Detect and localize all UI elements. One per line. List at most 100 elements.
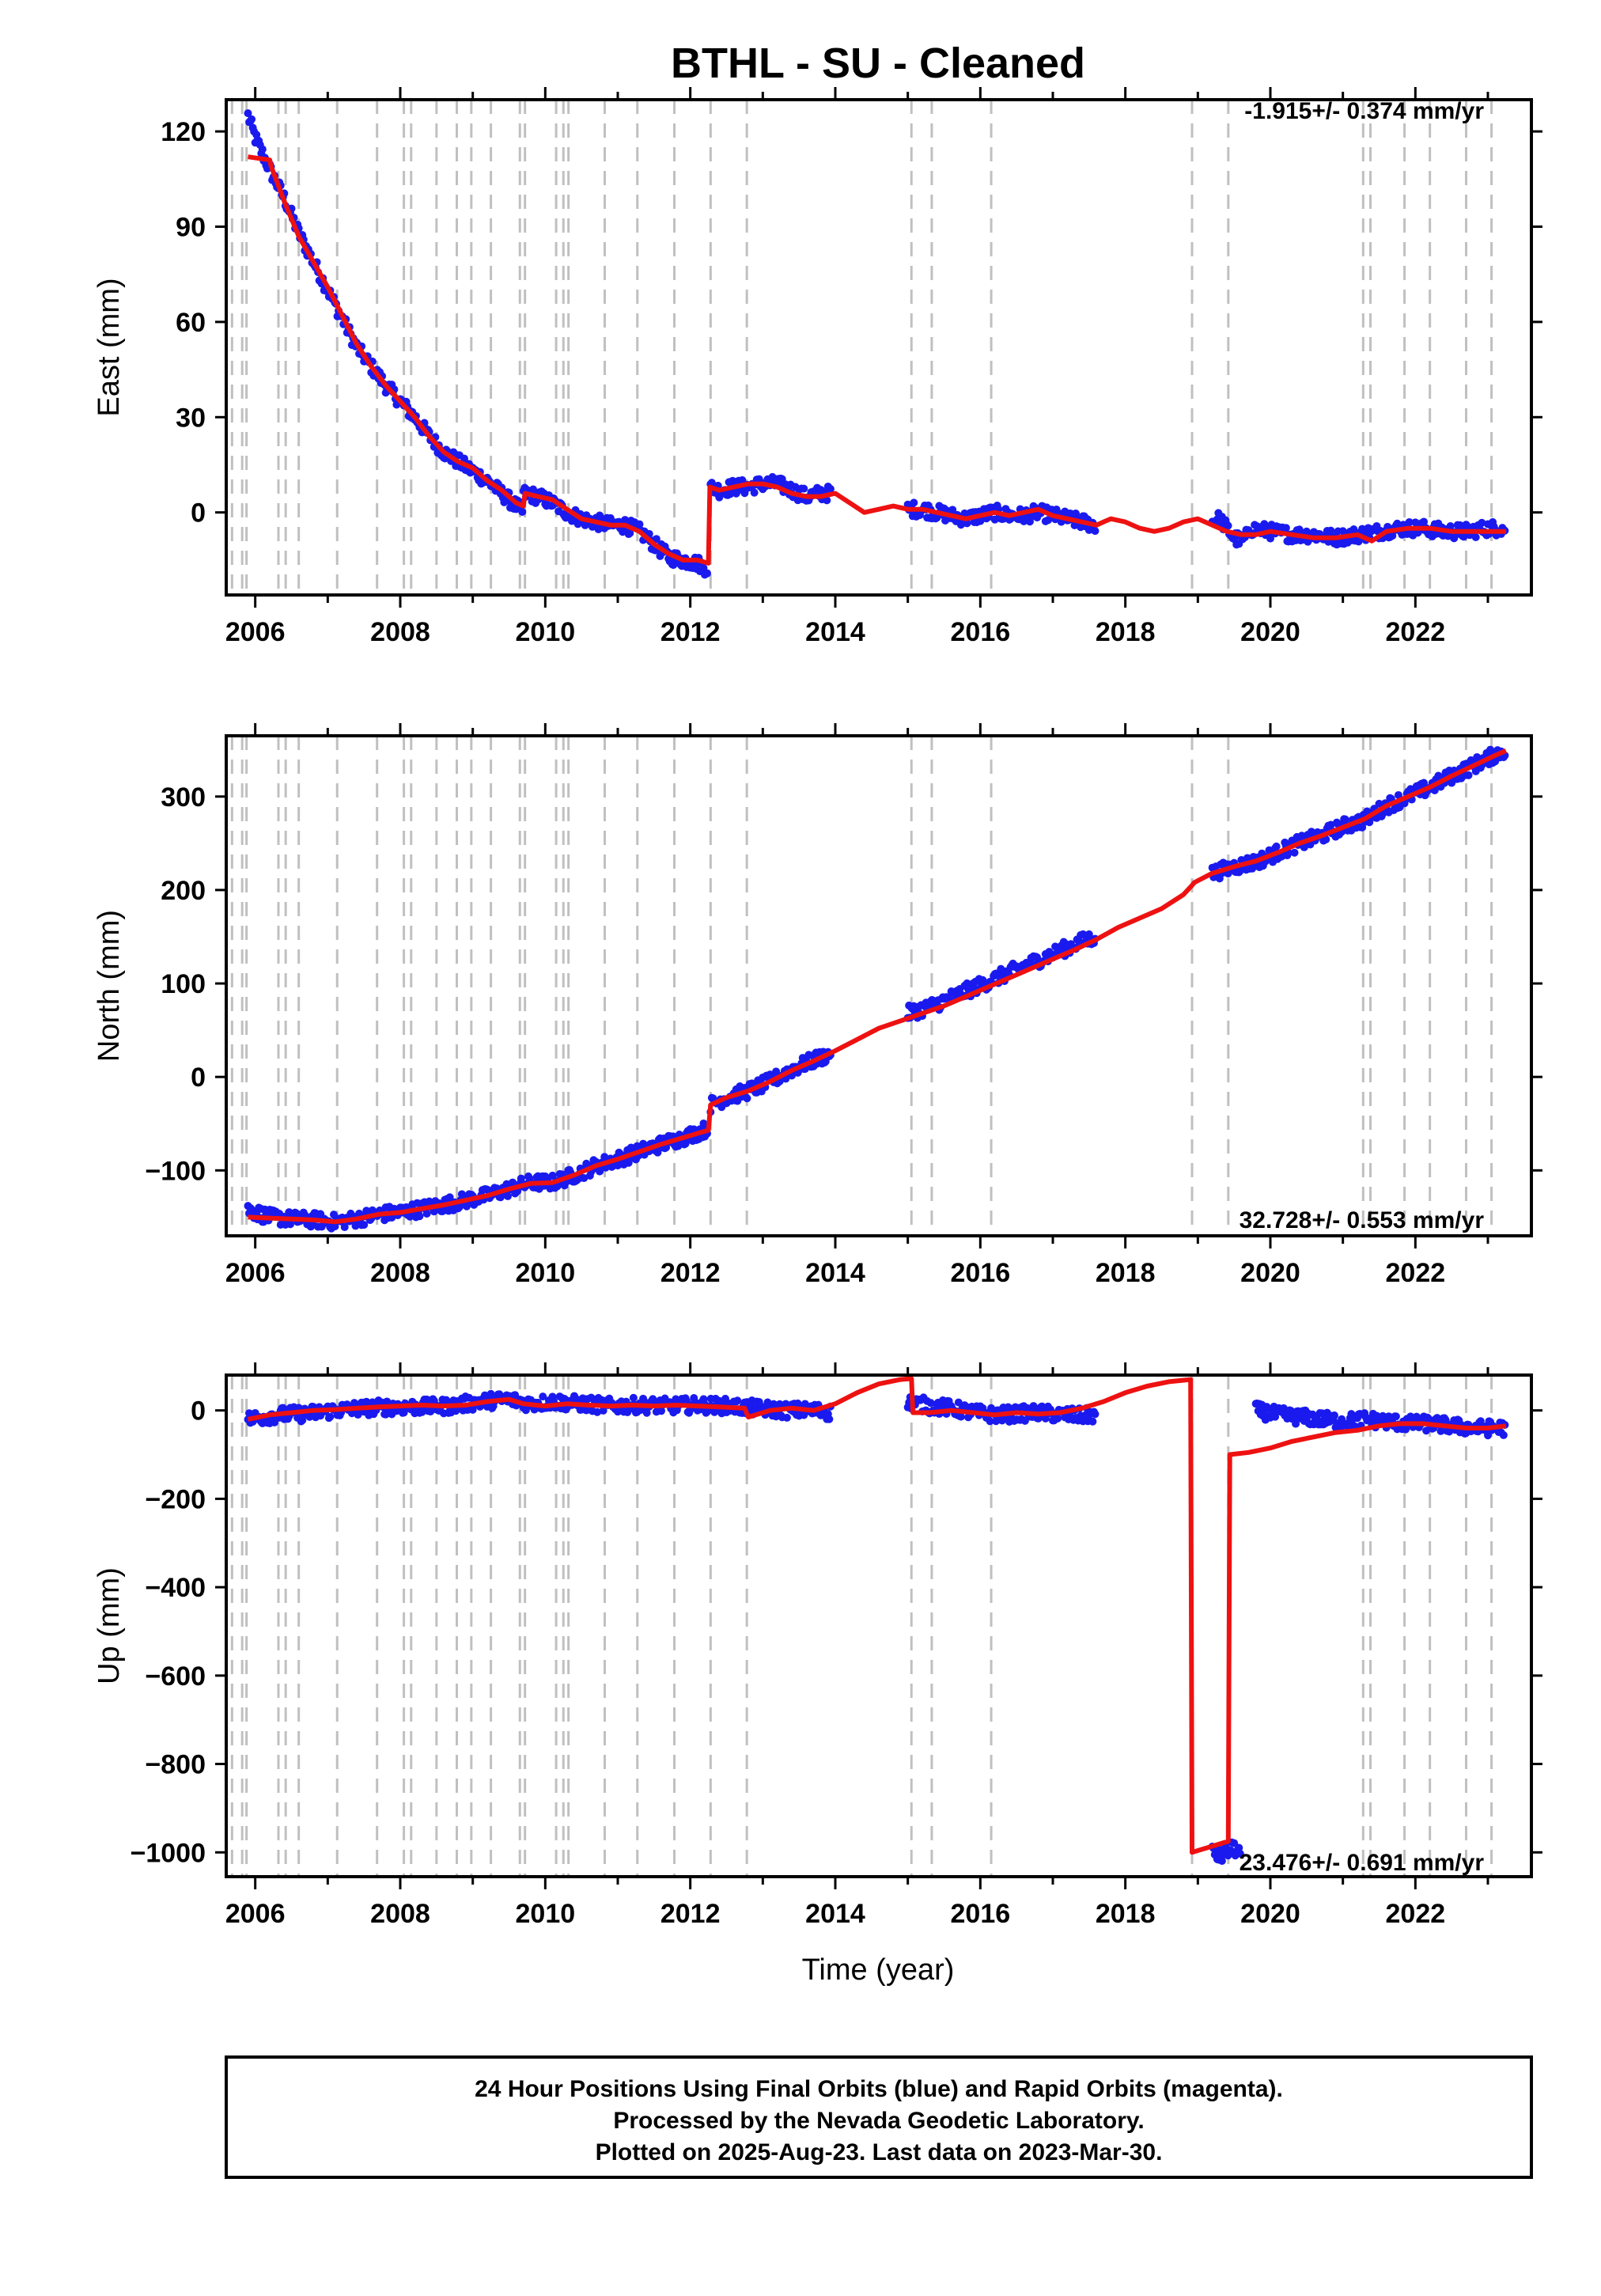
data-point (986, 1417, 994, 1426)
data-point (1224, 521, 1232, 530)
y-axis-label: East (mm) (93, 278, 126, 416)
x-axis-label: Time (year) (802, 1953, 955, 1987)
x-tick-label: 2020 (1240, 617, 1300, 647)
data-point (642, 1408, 651, 1417)
data-point (286, 1220, 294, 1229)
data-point (823, 496, 831, 505)
data-point (340, 1223, 349, 1232)
x-tick-label: 2006 (225, 617, 286, 647)
data-point (445, 1193, 454, 1202)
y-axis-label: Up (mm) (93, 1567, 126, 1684)
y-tick-label: 30 (176, 403, 206, 433)
footer-border (225, 2055, 1533, 2179)
footer-box: 24 Hour Positions Using Final Orbits (bl… (225, 2055, 1533, 2179)
x-tick-label: 2008 (370, 617, 430, 647)
chart-title: BTHL - SU - Cleaned (671, 40, 1085, 87)
data-point (1464, 771, 1473, 779)
y-tick-label: 100 (161, 969, 206, 999)
footer-line-3: Plotted on 2025-Aug-23. Last data on 202… (596, 2139, 1163, 2165)
x-tick-label: 2014 (805, 1899, 865, 1929)
data-point (1271, 1412, 1280, 1421)
x-tick-label: 2022 (1386, 1258, 1446, 1288)
data-point (599, 1406, 607, 1415)
data-point (629, 1393, 638, 1402)
data-point (782, 1413, 791, 1422)
x-tick-label: 2014 (805, 617, 865, 647)
y-tick-label: 60 (176, 308, 206, 338)
x-tick-label: 2012 (660, 617, 721, 647)
data-point (244, 109, 252, 118)
data-point (1420, 517, 1429, 526)
panel-frame (225, 1373, 1533, 1878)
data-point (1405, 517, 1414, 526)
data-point (326, 1412, 335, 1421)
data-point (1281, 524, 1290, 532)
data-point (468, 1405, 477, 1414)
x-tick-label: 2010 (516, 1899, 576, 1929)
data-point (1478, 518, 1486, 527)
data-point (1043, 516, 1052, 525)
fit-line (248, 748, 1508, 1225)
data-point (963, 519, 971, 528)
data-point (1230, 1839, 1239, 1847)
data-point (621, 516, 630, 525)
data-point (1341, 815, 1349, 824)
y-tick-label: 300 (161, 782, 206, 813)
data-point (1091, 527, 1100, 536)
data-point (743, 1094, 751, 1103)
data-point (298, 1416, 307, 1425)
data-point (580, 1174, 589, 1183)
data-point (653, 1148, 662, 1157)
data-point (258, 145, 267, 153)
data-point (1020, 517, 1028, 525)
data-point (1436, 1426, 1445, 1435)
data-point (800, 484, 808, 493)
data-point (539, 1392, 547, 1401)
x-tick-label: 2016 (951, 1899, 1011, 1929)
data-point (248, 115, 256, 123)
y-tick-label: 120 (161, 117, 206, 147)
data-point (926, 1399, 935, 1408)
panel-1: 0 30 60 90 120 2006 2008 2010 2012 2014 2016 2018 20… (93, 87, 1542, 647)
y-tick-label: −100 (145, 1156, 206, 1186)
rate-label: -1.915+/- 0.374 mm/yr (1244, 98, 1484, 124)
data-point (703, 569, 712, 578)
data-point (1499, 1430, 1508, 1439)
data-point (652, 535, 660, 544)
y-tick-label: 0 (191, 498, 206, 529)
x-tick-label: 2016 (951, 1258, 1011, 1288)
x-tick-label: 2012 (660, 1258, 721, 1288)
y-tick-label: 0 (191, 1396, 206, 1426)
data-point (1088, 1417, 1097, 1426)
data-point (1272, 842, 1281, 851)
x-tick-label: 2018 (1096, 1899, 1156, 1929)
data-point (1473, 752, 1482, 761)
data-point (593, 1408, 602, 1416)
x-tick-label: 2016 (951, 617, 1011, 647)
x-tick-label: 2006 (225, 1258, 286, 1288)
data-point (1327, 820, 1335, 829)
y-tick-label: −400 (145, 1573, 206, 1603)
data-point (910, 498, 918, 507)
data-point (422, 1209, 431, 1218)
data-point (415, 1212, 424, 1221)
panel-frame (225, 734, 1533, 1237)
y-tick-label: −600 (145, 1661, 206, 1692)
panel-2: −100 0 100 200 300 2006 2008 2010 2012 2014 2016 20… (93, 723, 1542, 1288)
data-point (733, 1396, 742, 1405)
y-tick-label: 0 (191, 1063, 206, 1093)
y-tick-label: −1000 (131, 1838, 206, 1868)
data-point (1412, 1412, 1421, 1421)
data-point (825, 1415, 834, 1423)
data-point (1290, 848, 1299, 857)
data-point (750, 488, 759, 497)
x-tick-label: 2018 (1096, 617, 1156, 647)
x-tick-label: 2020 (1240, 1899, 1300, 1929)
footer-line-1: 24 Hour Positions Using Final Orbits (bl… (475, 2076, 1283, 2102)
y-tick-label: 90 (176, 213, 206, 243)
data-point (1459, 532, 1468, 541)
data-point (826, 484, 835, 493)
data-point (1266, 534, 1274, 543)
data-point (1091, 1410, 1100, 1419)
